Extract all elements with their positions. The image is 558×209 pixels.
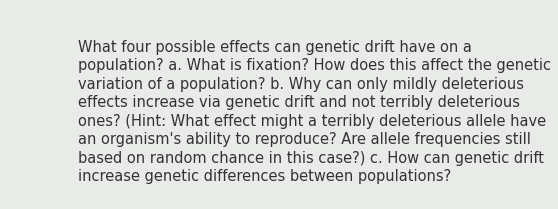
Text: population? a. What is fixation? How does this affect the genetic: population? a. What is fixation? How doe… (78, 58, 551, 73)
Text: effects increase via genetic drift and not terribly deleterious: effects increase via genetic drift and n… (78, 95, 519, 110)
Text: based on random chance in this case?) c. How can genetic drift: based on random chance in this case?) c.… (78, 151, 543, 166)
Text: an organism's ability to reproduce? Are allele frequencies still: an organism's ability to reproduce? Are … (78, 132, 531, 147)
Text: What four possible effects can genetic drift have on a: What four possible effects can genetic d… (78, 40, 472, 55)
Text: increase genetic differences between populations?: increase genetic differences between pop… (78, 169, 451, 184)
Text: variation of a population? b. Why can only mildly deleterious: variation of a population? b. Why can on… (78, 76, 523, 92)
Text: ones? (Hint: What effect might a terribly deleterious allele have: ones? (Hint: What effect might a terribl… (78, 114, 546, 129)
